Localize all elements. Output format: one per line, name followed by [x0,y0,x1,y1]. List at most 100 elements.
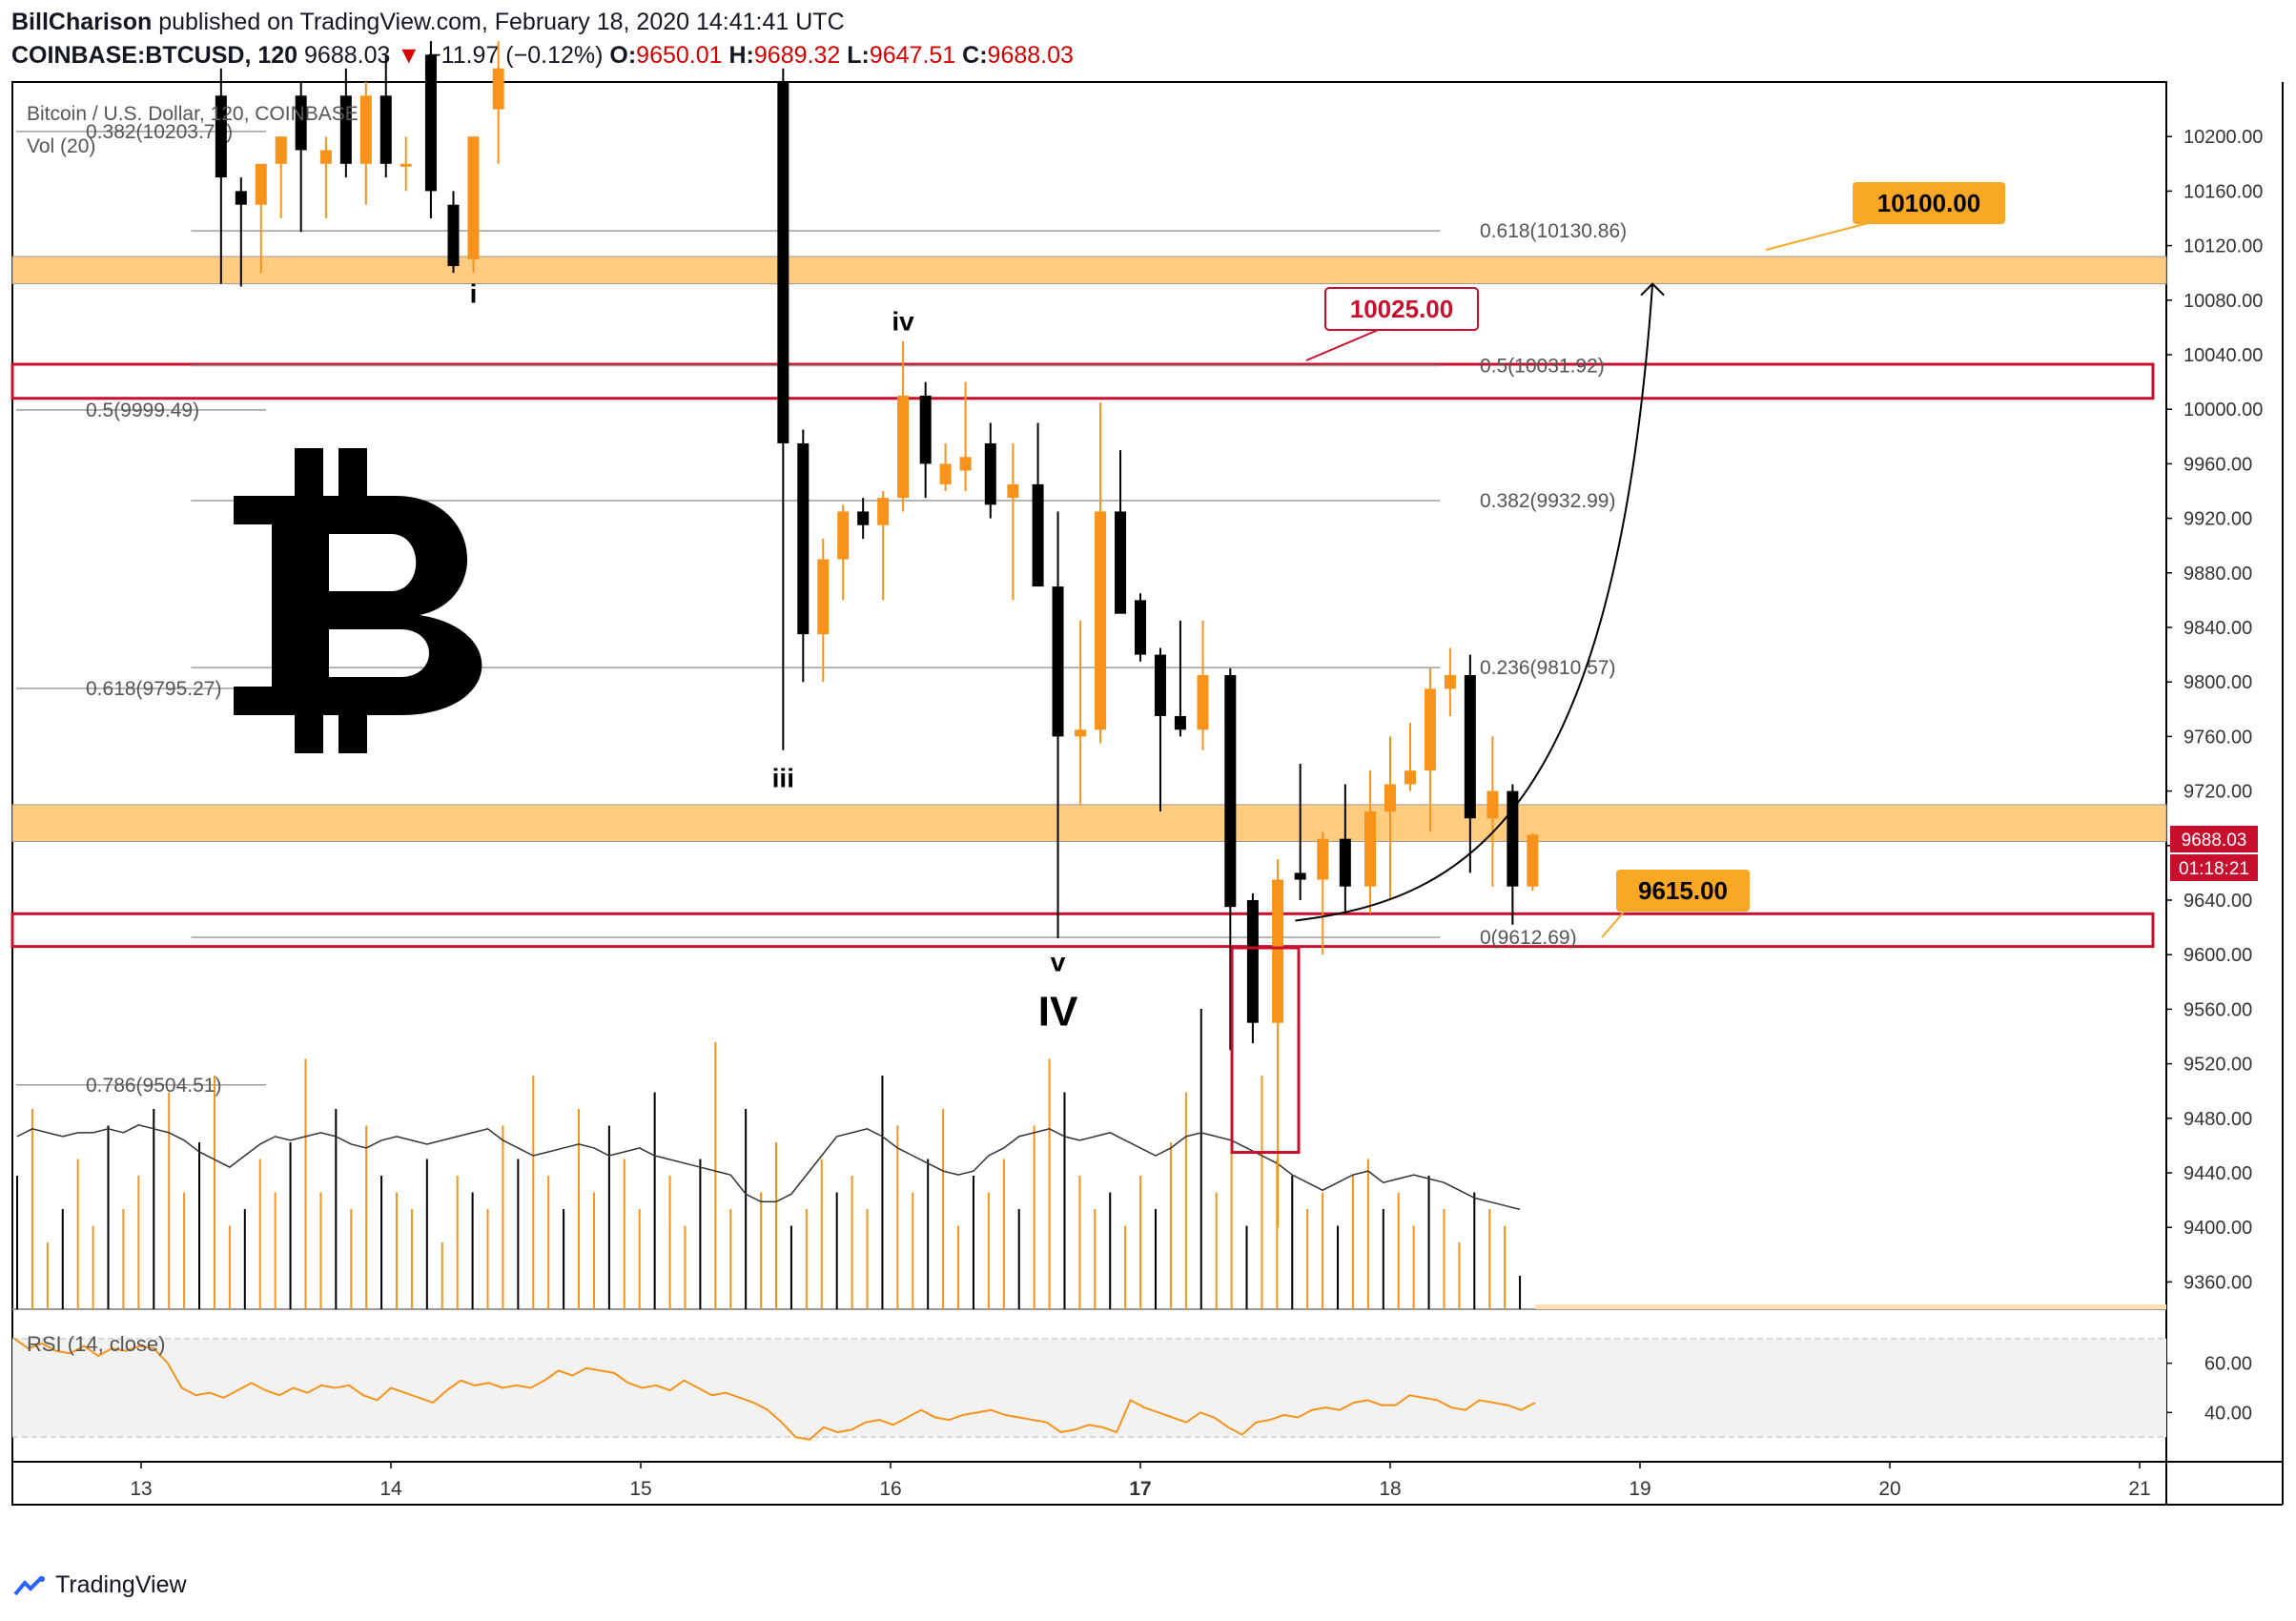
candle-body[interactable] [1272,879,1284,1023]
candle-body[interactable] [424,54,437,192]
candle-body[interactable] [1444,675,1456,689]
tradingview-brand[interactable]: TradingView [13,1571,187,1599]
y-tick-label: 9760.00 [2183,727,2252,748]
candle-body[interactable] [877,498,890,525]
candle-body[interactable] [319,150,332,164]
author[interactable]: BillCharison [11,9,153,35]
low-label: L: [847,42,870,69]
candle-body[interactable] [255,163,267,205]
candle-body[interactable] [817,559,830,635]
brand-name: TradingView [55,1571,187,1598]
candle-body[interactable] [1032,483,1044,587]
candle-body[interactable] [339,95,352,164]
candle-body[interactable] [1339,838,1351,887]
x-tick-label: 18 [1379,1478,1401,1500]
target-label-box[interactable] [1324,287,1479,331]
x-tick-label: 21 [2128,1478,2150,1500]
volume-legend[interactable]: Vol (20) [27,135,95,157]
candle-body[interactable] [984,442,996,505]
fib-label: 0.618(9795.27) [86,678,221,700]
candle-body[interactable] [400,163,412,167]
candle-body[interactable] [1364,811,1377,887]
wave-label: i [470,279,478,309]
candle-body[interactable] [467,136,480,259]
highlight-box[interactable] [1230,946,1301,1155]
y-tick-label: 9560.00 [2183,999,2252,1020]
candle-body[interactable] [1154,654,1166,716]
high-value: 9689.32 [753,42,841,69]
candle-body[interactable] [1224,675,1237,908]
candle-body[interactable] [837,511,850,560]
rsi-layer: 60.00 40.00 [12,1338,2252,1441]
symbol[interactable]: COINBASE:BTCUSD, 120 [11,42,298,69]
time-axis[interactable]: 13 14 15 16 17 18 19 20 21 [130,1462,2151,1500]
candle-body[interactable] [857,511,870,525]
support-zone[interactable] [11,256,2167,285]
candle-body[interactable] [447,204,460,267]
candle-body[interactable] [492,68,504,110]
candle-body[interactable] [1197,675,1209,730]
change-down-icon: ▼ [397,42,421,69]
candle-body[interactable] [1317,838,1329,880]
candle-body[interactable] [275,136,287,164]
volume-ma-line [16,1124,1521,1211]
target-label-box[interactable] [1616,870,1750,912]
y-tick-label: 10200.00 [2183,127,2263,148]
target-label-box[interactable] [1853,182,2005,224]
candle-body[interactable] [1095,511,1107,730]
bitcoin-logo-icon [234,448,482,753]
candle-body[interactable] [1246,900,1259,1023]
candle-body[interactable] [215,95,227,178]
x-tick-label: 16 [879,1478,901,1500]
series-legend[interactable]: Bitcoin / U.S. Dollar, 120, COINBASE [27,103,359,125]
tradingview-logo-icon [13,1575,45,1595]
target-pointer [1601,909,1627,938]
candle-body[interactable] [1007,483,1019,499]
rsi-legend[interactable]: RSI (14, close) [27,1332,166,1356]
projection-curve[interactable] [1295,283,1654,922]
candle-body[interactable] [1294,872,1306,880]
wave-label: iii [772,763,794,792]
candle-body[interactable] [295,95,307,151]
candle-body[interactable] [1527,834,1539,887]
candle-body[interactable] [797,442,810,635]
open-label: O: [609,42,637,69]
resistance-zone[interactable] [10,362,2155,400]
candle-body[interactable] [777,82,789,443]
resistance-zone[interactable] [10,912,2155,949]
candle-body[interactable] [1115,511,1127,614]
candle-body[interactable] [1174,715,1186,730]
y-tick-label: 10000.00 [2183,400,2263,421]
candle-body[interactable] [919,395,932,464]
candle-body[interactable] [1424,688,1436,771]
zones-layer [10,256,2167,949]
candle-body[interactable] [1135,600,1146,655]
x-tick-label: 17 [1129,1478,1151,1500]
candle-body[interactable] [1404,770,1416,785]
candle-body[interactable] [1075,729,1087,737]
close-value: 9688.03 [987,42,1074,69]
candle-body[interactable] [1464,675,1476,819]
y-tick-label: 9920.00 [2183,509,2252,530]
candle-body[interactable] [379,95,392,164]
candle-body[interactable] [1486,790,1499,819]
price-axis[interactable]: 10200.00 10160.00 10120.00 10080.00 10040.00… [2166,127,2263,1293]
candle-body[interactable] [1052,586,1064,737]
last-price-tag [2170,826,2258,852]
low-value: 9647.51 [869,42,956,69]
candle-body[interactable] [939,463,952,484]
candle-body[interactable] [235,191,247,205]
x-tick-label: 14 [379,1478,402,1500]
rsi-band [12,1338,2166,1438]
candle-body[interactable] [359,95,372,164]
high-label: H: [728,42,754,69]
candle-body[interactable] [1507,790,1519,887]
support-zone[interactable] [11,804,2167,843]
y-tick-label: 9800.00 [2183,672,2252,693]
y-tick-label: 9720.00 [2183,782,2252,803]
candle-body[interactable] [1384,784,1396,812]
x-tick-label: 13 [130,1478,152,1500]
candle-body[interactable] [959,457,972,471]
candle-body[interactable] [897,395,910,499]
